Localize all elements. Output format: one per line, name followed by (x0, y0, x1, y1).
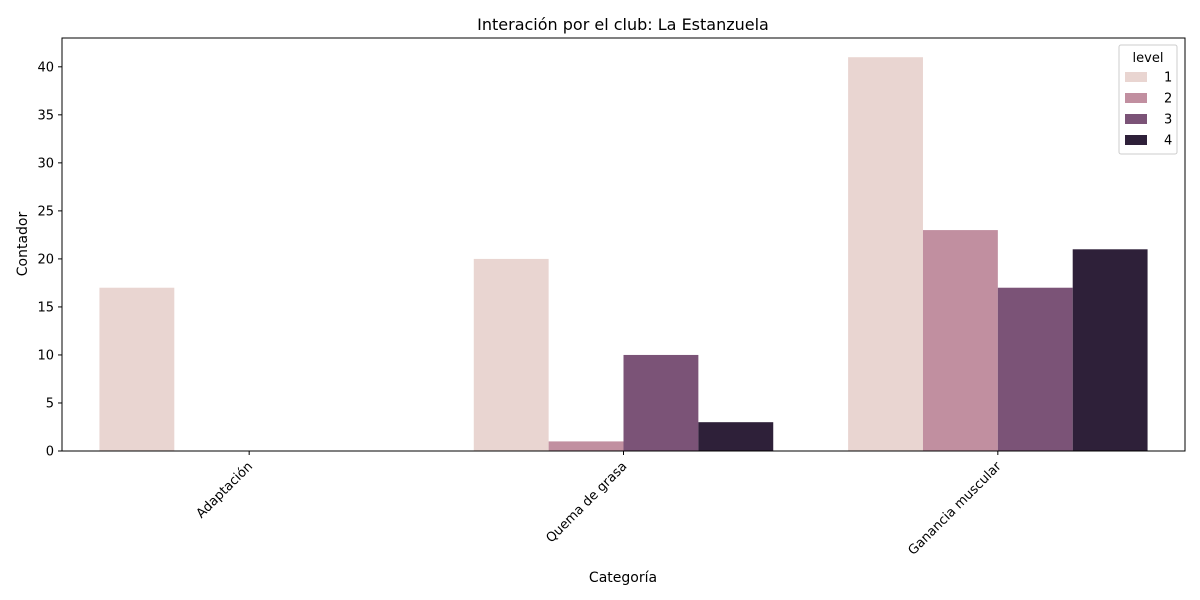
legend-label-level-3: 3 (1164, 113, 1172, 128)
y-tick-label: 35 (37, 108, 54, 123)
y-tick-label: 10 (37, 348, 54, 363)
legend-label-level-1: 1 (1164, 71, 1172, 86)
x-axis-ticks: Adaptación Quema de grasa Ganancia muscula… (194, 451, 1005, 558)
bars-group (99, 57, 1148, 452)
legend: level 1 2 3 4 (1118, 44, 1178, 155)
y-tick-label: 0 (46, 445, 54, 460)
bar-level-2-cat-2 (548, 441, 624, 451)
plot-frame (61, 37, 1186, 452)
bar-level-1-cat-2 (473, 258, 549, 451)
y-tick-label: 15 (37, 300, 54, 315)
bar-level-2-cat-3 (922, 230, 998, 451)
legend-swatch-level-1 (1125, 72, 1147, 82)
y-tick-label: 20 (37, 252, 54, 267)
bar-level-1-cat-3 (848, 57, 923, 452)
y-tick-label: 40 (37, 60, 54, 75)
y-tick-label: 25 (37, 204, 54, 219)
x-tick-label: Ganancia muscular (905, 459, 1005, 559)
chart-title: Interación por el club: La Estanzuela (477, 15, 769, 34)
y-axis-ticks: 0 5 10 15 20 25 30 35 40 (37, 60, 62, 460)
x-tick-label: Adaptación (194, 459, 256, 521)
legend-label-level-2: 2 (1164, 92, 1172, 107)
x-tick-label: Quema de grasa (543, 459, 630, 546)
bar-level-3-cat-3 (997, 287, 1073, 451)
y-axis-label: Contador (15, 212, 31, 277)
bar-level-4-cat-2 (698, 422, 774, 451)
x-axis-label: Categoría (589, 570, 657, 586)
bar-level-1-cat-1 (99, 287, 175, 451)
legend-swatch-level-3 (1125, 114, 1147, 124)
legend-swatch-level-2 (1125, 93, 1147, 103)
y-tick-label: 5 (46, 396, 54, 411)
y-tick-label: 30 (37, 156, 54, 171)
legend-title: level (1133, 51, 1164, 66)
bar-level-4-cat-3 (1072, 249, 1148, 451)
legend-swatch-level-4 (1125, 135, 1147, 145)
legend-label-level-4: 4 (1164, 134, 1172, 149)
bar-level-3-cat-2 (623, 354, 699, 451)
